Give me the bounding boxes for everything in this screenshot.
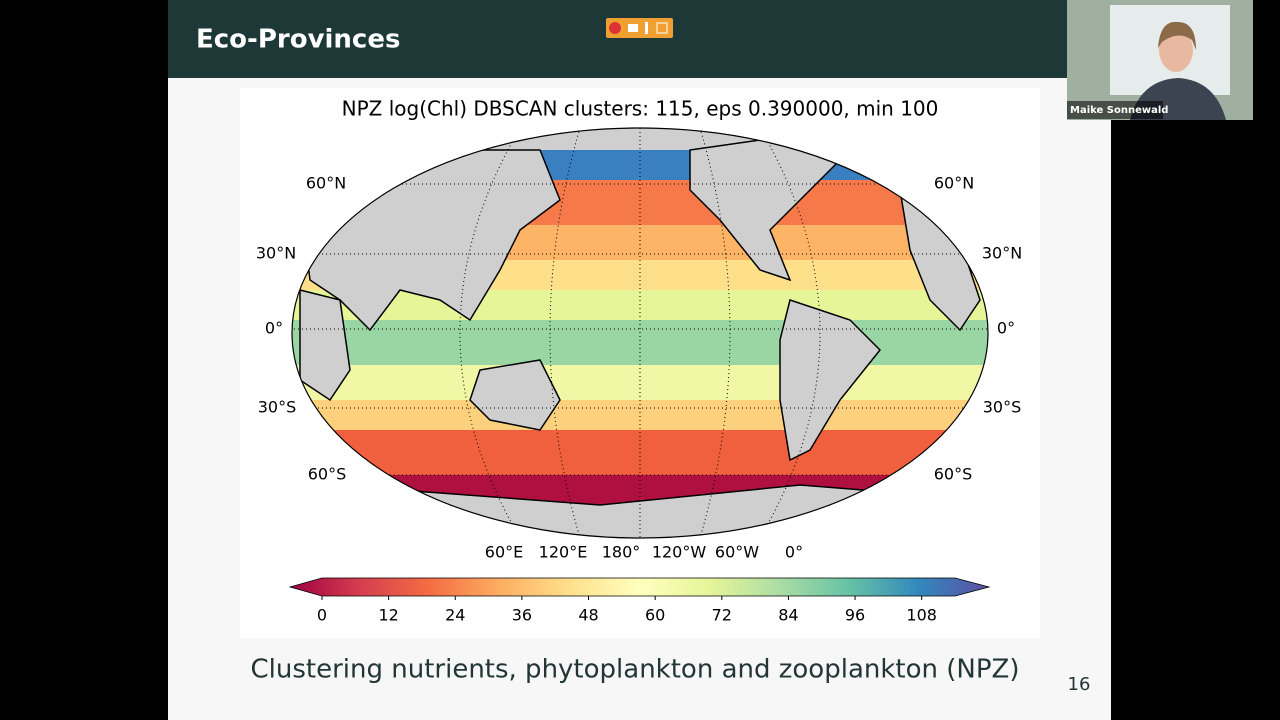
colorbar-tick-label: 36: [512, 606, 532, 625]
record-icon[interactable]: [609, 22, 621, 34]
south-america: [779, 299, 882, 462]
toolbar-bg[interactable]: [606, 18, 673, 38]
lon-labels: 60°E 120°E 180° 120°W 60°W 0°: [485, 543, 803, 562]
lat-label: 60°S: [934, 465, 973, 484]
colorbar-tick-label: 96: [845, 606, 865, 625]
webcam: Maike Sonnewald: [1067, 0, 1253, 120]
colorbar-tick-label: 48: [578, 606, 598, 625]
lat-label: 60°S: [308, 465, 347, 484]
lon-label: 120°E: [539, 543, 588, 562]
figure-title: NPZ log(Chl) DBSCAN clusters: 115, eps 0…: [342, 97, 939, 121]
lat-label: 0°: [997, 319, 1015, 338]
person-hair: [1158, 21, 1196, 50]
page-number: 16: [1068, 674, 1091, 695]
graticule-meridians: [459, 128, 821, 538]
header-bar: [168, 0, 1111, 78]
colorbar-tick-label: 72: [712, 606, 732, 625]
mic-icon[interactable]: [645, 22, 648, 34]
name-tag-bg: [1067, 101, 1163, 119]
australia: [469, 359, 561, 431]
lon-label: 0°: [785, 543, 803, 562]
slide-caption: Clustering nutrients, phytoplankton and …: [251, 655, 1020, 685]
camera-icon[interactable]: [628, 24, 638, 32]
lon-label: 60°W: [715, 543, 759, 562]
lon-label: 180°: [602, 543, 641, 562]
lat-label: 30°S: [258, 398, 297, 417]
lon-label: 120°W: [652, 543, 707, 562]
colorbar-tick-label: 84: [778, 606, 798, 625]
colorbar-tick-label: 108: [906, 606, 937, 625]
ocean-band: [292, 320, 988, 365]
colorbar-tick-label: 0: [317, 606, 327, 625]
lat-label: 0°: [265, 319, 283, 338]
slide-title: Eco-Provinces: [196, 25, 400, 55]
lat-label: 30°N: [256, 244, 296, 263]
colorbar-tick-label: 60: [645, 606, 665, 625]
lon-label: 60°E: [485, 543, 523, 562]
ocean-band: [292, 365, 988, 400]
share-icon[interactable]: [656, 22, 668, 34]
colorbar-tick-label: 12: [378, 606, 398, 625]
lat-labels: 60°N 30°N 0° 30°S 60°S 60°N 30°N 0° 30°S…: [256, 174, 1022, 484]
colorbar-tick-label: 24: [445, 606, 465, 625]
africa: [299, 289, 351, 402]
participant-name: Maike Sonnewald: [1070, 105, 1168, 116]
lat-label: 60°N: [306, 174, 346, 193]
toolbar[interactable]: [606, 18, 673, 38]
lat-label: 30°N: [982, 244, 1022, 263]
graticule: [292, 128, 988, 538]
lat-label: 30°S: [983, 398, 1022, 417]
lat-label: 60°N: [934, 174, 974, 193]
map-frame: [291, 127, 989, 539]
colorbar: 0 12 24 36 48 60 72 84 96 108: [288, 577, 991, 625]
colorbar-body: [288, 577, 991, 597]
person-face: [1159, 28, 1193, 72]
